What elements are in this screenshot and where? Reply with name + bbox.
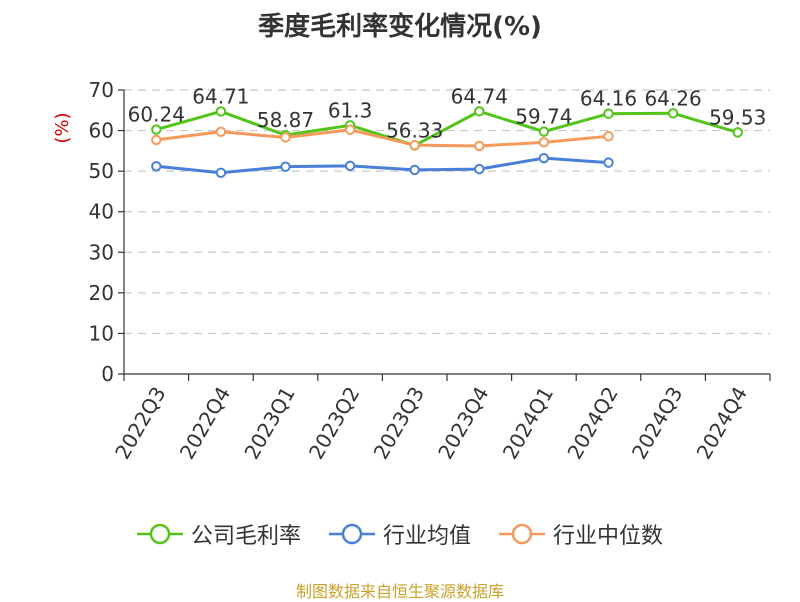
data-label: 64.74 [451,84,508,108]
data-label: 56.33 [386,118,443,142]
data-point [474,106,485,117]
data-point [215,167,227,178]
x-tick-label: 2023Q2 [304,383,364,464]
legend-item-industry-mean[interactable]: 行业均值 [328,518,471,550]
y-tick-label: 70 [89,78,114,102]
y-tick-label: 60 [89,119,114,143]
legend-line-marker-icon [499,523,545,545]
data-point [603,131,614,142]
data-point [151,161,162,172]
y-tick-label: 0 [101,362,114,386]
data-point [474,163,485,175]
x-tick-label: 2024Q1 [498,383,558,464]
legend-label-company: 公司毛利率 [190,524,301,549]
y-tick-label: 10 [89,321,114,345]
data-point [280,161,291,172]
data-label: 58.87 [257,108,314,132]
y-tick-label: 20 [89,281,114,305]
x-tick-label: 2023Q3 [369,383,429,464]
data-label: 59.53 [709,105,766,129]
data-label: 59.74 [515,105,572,129]
chart-title: 季度毛利率变化情况(%) [258,12,542,42]
data-point [215,126,227,137]
y-tick-label: 40 [89,200,114,224]
data-point [151,124,162,135]
x-tick-label: 2022Q3 [110,383,170,464]
legend-label-industry-median: 行业中位数 [553,524,664,549]
data-label: 64.71 [192,84,249,108]
data-label: 64.26 [644,86,701,110]
legend-item-company[interactable]: 公司毛利率 [136,518,301,550]
legend-label-industry-mean: 行业均值 [382,524,471,549]
data-point [344,124,356,135]
data-point [409,164,420,176]
data-label: 60.24 [128,103,185,127]
x-tick-label: 2023Q1 [239,383,299,464]
series-line [156,128,609,148]
data-point [409,139,420,151]
data-point [603,108,614,119]
data-point [280,132,291,143]
data-point [538,137,550,148]
data-point [474,140,485,152]
y-tick-label: 50 [89,159,114,183]
series-line [155,109,739,147]
chart-legend: 公司毛利率 行业均值 行业中位数 [0,518,800,550]
data-point [538,126,550,137]
y-tick-label: 30 [89,240,114,264]
data-point [215,106,227,117]
data-point [603,157,614,168]
legend-item-industry-median[interactable]: 行业中位数 [499,518,663,550]
x-tick-label: 2023Q4 [433,383,493,464]
x-tick-label: 2024Q2 [562,383,622,464]
x-tick-label: 2024Q3 [627,383,687,464]
data-label: 64.16 [580,87,637,111]
x-tick-label: 2024Q4 [692,383,752,464]
data-point [151,134,162,146]
data-point [732,127,743,138]
legend-line-marker-icon [328,523,375,545]
data-point [344,160,356,172]
data-point [538,152,550,164]
source-note: 制图数据来自恒生聚源数据库 [295,582,504,601]
data-label: 61.3 [328,98,373,122]
data-point [667,108,679,119]
series-line [156,156,609,175]
legend-line-marker-icon [136,523,183,545]
y-axis-label: (%) [52,112,73,143]
x-tick-label: 2022Q4 [175,383,235,464]
